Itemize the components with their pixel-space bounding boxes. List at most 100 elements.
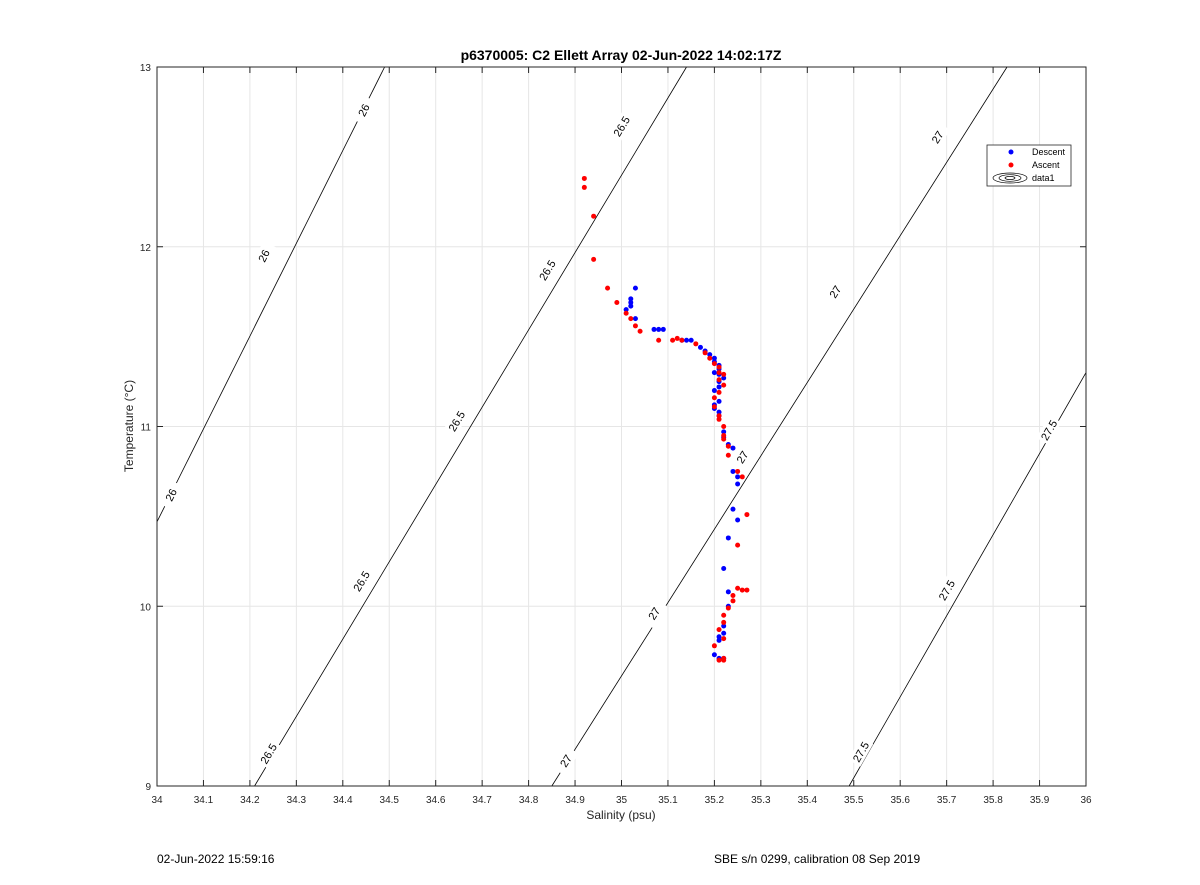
descent-point <box>735 474 741 480</box>
contour-line <box>254 66 687 787</box>
ascent-point <box>721 424 727 429</box>
descent-point <box>711 652 717 658</box>
ascent-point <box>725 452 731 458</box>
contour-label: 27 <box>641 598 667 629</box>
legend-data1-label: data1 <box>1032 173 1055 183</box>
ascent-point <box>702 350 708 356</box>
ascent-point <box>707 355 713 361</box>
ascent-point <box>721 436 727 442</box>
y-tick-label: 13 <box>140 63 152 74</box>
descent-point <box>632 285 638 291</box>
x-tick-label: 35 <box>616 795 628 806</box>
ascent-point <box>711 395 717 401</box>
contour-label-bg <box>158 480 184 510</box>
y-tick-label: 9 <box>145 782 151 793</box>
x-tick-label: 35.8 <box>983 795 1003 806</box>
x-tick-label: 34.3 <box>287 795 307 806</box>
descent-point <box>716 634 722 640</box>
ascent-point <box>716 657 722 663</box>
descent-point <box>725 589 731 595</box>
descent-point <box>735 517 741 523</box>
contour-label-bg <box>848 737 874 767</box>
ascent-point <box>716 627 722 633</box>
ascent-point <box>670 337 676 343</box>
ascent-point <box>721 382 727 388</box>
x-axis-label: Salinity (psu) <box>586 808 655 822</box>
contour-line <box>551 66 1008 787</box>
contour-label: 26.5 <box>443 406 470 436</box>
contour-label-bg <box>443 406 470 436</box>
descent-point <box>711 370 717 376</box>
descent-point <box>651 326 657 332</box>
descent-point <box>725 535 731 541</box>
descent-point <box>721 630 727 636</box>
contour-label-bg <box>641 598 667 629</box>
descent-point <box>707 352 713 358</box>
descent-point <box>730 445 736 451</box>
x-tick-label: 35.1 <box>658 795 678 806</box>
ascent-point <box>739 474 745 480</box>
ascent-point <box>711 404 717 410</box>
descent-point <box>623 307 629 313</box>
contour-label-bg <box>251 240 276 271</box>
contour-label-bg <box>351 95 376 125</box>
contour-label-text: 27 <box>558 753 575 770</box>
contour-label-bg <box>534 255 560 285</box>
axis-ticks: 34 34.1 34.2 34.3 34.4 34.5 34.6 34.7 34.8 34.9 35… <box>140 63 1092 806</box>
contour-label-bg <box>348 566 375 596</box>
y-tick-label: 10 <box>140 602 152 613</box>
descent-point <box>628 296 634 302</box>
contour-label-bg <box>608 111 635 142</box>
ascent-point <box>716 413 722 419</box>
contour-label-bg <box>552 746 579 776</box>
x-tick-label: 34.6 <box>426 795 446 806</box>
contour-label: 27 <box>924 122 951 152</box>
x-tick-label: 34.1 <box>194 795 214 806</box>
ascent-point <box>591 213 597 219</box>
contour-label: 26.5 <box>255 738 282 769</box>
descent-point <box>716 398 722 404</box>
contour-label-text: 27 <box>828 284 845 301</box>
contour-label: 26.5 <box>608 111 635 142</box>
ascent-point <box>721 371 727 377</box>
y-tick-label: 12 <box>140 243 152 254</box>
contour-label-text: 26 <box>257 248 273 264</box>
descent-point <box>721 375 727 381</box>
x-tick-label: 34.5 <box>380 795 400 806</box>
contour-label: 27 <box>729 442 756 472</box>
descent-point <box>721 623 727 629</box>
x-tick-label: 34 <box>151 795 163 806</box>
contour-label: 26 <box>251 240 276 271</box>
contour-label-text: 27 <box>930 129 947 146</box>
descent-point <box>716 637 722 643</box>
descent-point <box>684 337 690 343</box>
legend-box <box>986 144 1072 187</box>
ascent-point <box>735 468 741 474</box>
x-tick-label: 35.2 <box>705 795 725 806</box>
ascent-point <box>739 587 745 593</box>
contour-label: 26 <box>158 480 184 510</box>
descent-point <box>711 355 717 361</box>
ascent-point <box>716 416 722 422</box>
descent-point <box>716 409 722 415</box>
contour-label-bg <box>1036 415 1062 445</box>
ascent-point <box>716 364 722 370</box>
ascent-point <box>614 299 620 305</box>
ascent-point <box>693 341 699 347</box>
descent-point <box>730 506 736 512</box>
legend-ascent-marker <box>1008 162 1014 168</box>
contour-label: 27.5 <box>1036 415 1062 445</box>
footer-timestamp: 02-Jun-2022 15:59:16 <box>157 852 275 866</box>
x-tick-label: 34.9 <box>565 795 585 806</box>
contour-label-bg <box>934 575 960 605</box>
legend-descent-marker <box>1008 149 1014 155</box>
ascent-point <box>721 612 727 618</box>
descent-point <box>656 326 662 332</box>
contour-label-text: 26 <box>356 102 372 118</box>
x-tick-label: 34.4 <box>333 795 353 806</box>
ascent-point <box>679 337 685 343</box>
contour-label: 26 <box>351 95 376 125</box>
contour-label: 27 <box>822 276 849 307</box>
descent-point <box>660 326 666 332</box>
